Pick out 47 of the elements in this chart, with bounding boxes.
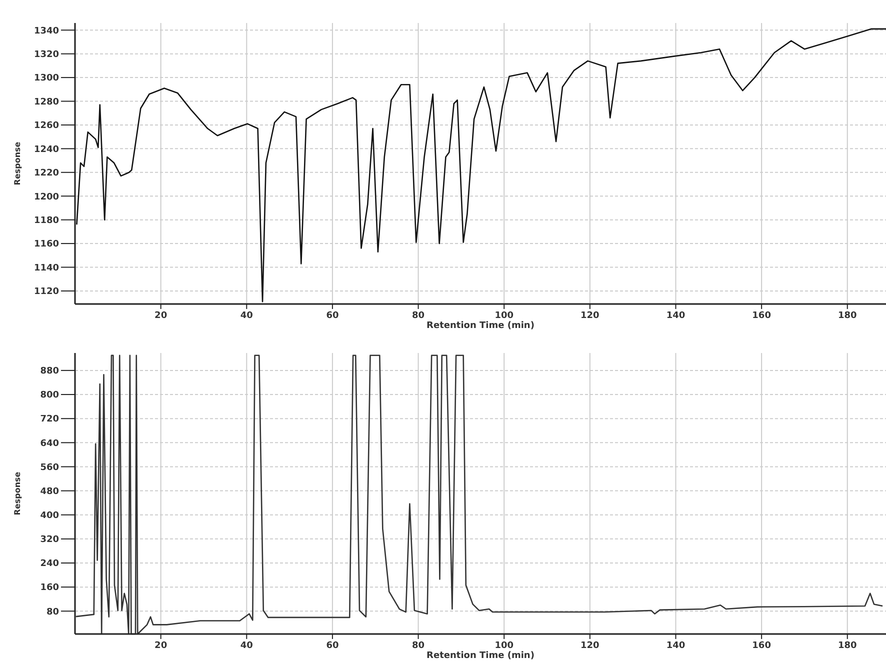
y-axis-title: Response xyxy=(13,471,22,516)
x-tick-label: 60 xyxy=(326,311,339,321)
y-tick-label: 1220 xyxy=(34,168,59,179)
x-tick-label: 40 xyxy=(240,641,253,651)
y-tick-label: 1280 xyxy=(34,97,59,108)
line-series xyxy=(75,354,884,635)
x-tick-label: 120 xyxy=(580,311,600,321)
y-tick-label: 1340 xyxy=(34,26,59,36)
x-tick-label: 40 xyxy=(240,311,253,321)
x-tick-label: 120 xyxy=(580,641,600,651)
y-tick-label: 640 xyxy=(40,438,59,449)
y-tick-label: 720 xyxy=(40,414,59,425)
y-tick-label: 1180 xyxy=(34,216,59,226)
x-tick-label: 80 xyxy=(412,311,425,321)
y-tick-label: 400 xyxy=(40,511,59,522)
y-tick-label: 80 xyxy=(46,607,59,618)
y-tick-label: 1140 xyxy=(34,263,59,274)
y-tick-label: 1300 xyxy=(34,74,59,84)
x-tick-label: 180 xyxy=(838,311,857,321)
line-series xyxy=(76,28,886,302)
y-tick-label: 880 xyxy=(40,366,59,377)
y-tick-label: 1160 xyxy=(34,240,59,250)
x-tick-label: 20 xyxy=(154,311,168,321)
y-tick-label: 1240 xyxy=(34,144,59,155)
y-tick-label: 320 xyxy=(40,535,59,546)
y-tick-label: 1320 xyxy=(34,50,59,60)
y-tick-label: 1260 xyxy=(34,121,59,132)
x-tick-label: 180 xyxy=(838,641,857,651)
x-tick-label: 160 xyxy=(752,641,771,651)
y-axis-title: Response xyxy=(13,141,22,186)
x-axis-title: Retention Time (min) xyxy=(426,651,534,661)
y-tick-label: 480 xyxy=(40,486,59,497)
x-tick-label: 60 xyxy=(326,641,339,651)
x-tick-label: 100 xyxy=(494,641,514,651)
y-tick-label: 1120 xyxy=(34,287,59,298)
x-tick-label: 140 xyxy=(666,641,686,651)
x-tick-label: 140 xyxy=(666,311,686,321)
y-tick-label: 240 xyxy=(40,559,59,570)
y-tick-label: 800 xyxy=(40,390,59,401)
y-tick-label: 1200 xyxy=(34,192,59,202)
y-tick-label: 160 xyxy=(40,583,59,594)
x-tick-label: 20 xyxy=(154,641,168,651)
y-tick-label: 560 xyxy=(40,462,59,473)
x-tick-label: 160 xyxy=(752,311,771,321)
x-tick-label: 100 xyxy=(494,311,514,321)
x-axis-title: Retention Time (min) xyxy=(426,321,534,331)
x-tick-label: 80 xyxy=(412,641,425,651)
